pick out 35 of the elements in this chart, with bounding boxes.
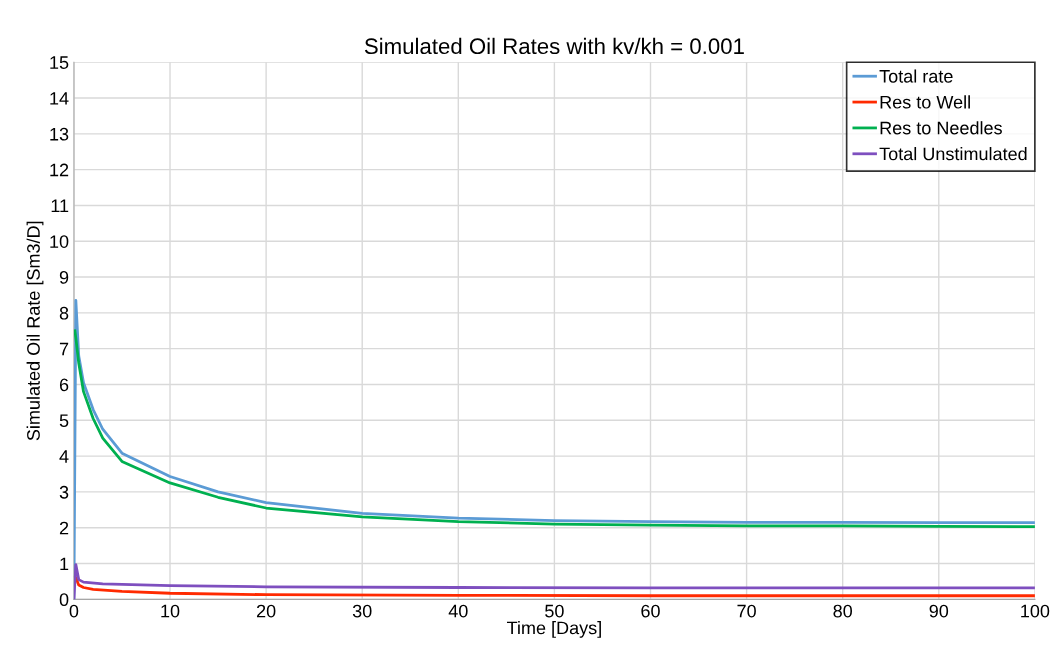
x-tick-label: 80 bbox=[833, 604, 853, 618]
line-series bbox=[73, 329, 1035, 529]
y-tick-label: 8 bbox=[59, 306, 69, 320]
x-tick-label: 50 bbox=[545, 604, 564, 618]
y-tick-label: 4 bbox=[59, 450, 69, 463]
y-tick-label: 1 bbox=[60, 557, 69, 571]
legend-label: Total rate bbox=[879, 69, 953, 83]
y-tick-label: 15 bbox=[50, 56, 69, 69]
y-tick-label: 7 bbox=[59, 342, 69, 356]
legend-label: Res to Well bbox=[880, 95, 970, 109]
legend-label: Res to Needles bbox=[880, 121, 1002, 135]
y-tick-label: 5 bbox=[59, 414, 69, 428]
chart-title: Simulated Oil Rates with kv/kh = 0.001 bbox=[364, 37, 744, 55]
y-axis-title: Simulated Oil Rate [Sm3/D] bbox=[26, 221, 44, 441]
x-tick-label: 60 bbox=[641, 604, 660, 618]
y-tick-label: 9 bbox=[59, 271, 69, 284]
y-tick-label: 11 bbox=[51, 199, 69, 212]
y-tick-label: 2 bbox=[59, 521, 69, 535]
y-tick-label: 12 bbox=[50, 163, 69, 177]
legend-label: Total Unstimulated bbox=[879, 147, 1027, 161]
x-tick-label: 20 bbox=[256, 604, 276, 618]
x-tick-label: 90 bbox=[929, 604, 949, 618]
x-tick-label: 30 bbox=[352, 604, 372, 618]
x-tick-label: 100 bbox=[1021, 604, 1050, 618]
y-tick-label: 6 bbox=[59, 378, 69, 392]
y-tick-label: 13 bbox=[50, 127, 69, 141]
y-tick-label: 3 bbox=[59, 485, 69, 499]
x-tick-label: 0 bbox=[69, 604, 79, 618]
x-tick-label: 40 bbox=[448, 604, 468, 618]
x-axis-title: Time [Days] bbox=[506, 621, 601, 638]
x-tick-label: 10 bbox=[161, 604, 180, 618]
x-tick-label: 70 bbox=[737, 604, 756, 618]
y-tick-label: 0 bbox=[59, 593, 69, 607]
y-tick-label: 10 bbox=[50, 235, 69, 248]
y-tick-label: 14 bbox=[50, 92, 69, 105]
